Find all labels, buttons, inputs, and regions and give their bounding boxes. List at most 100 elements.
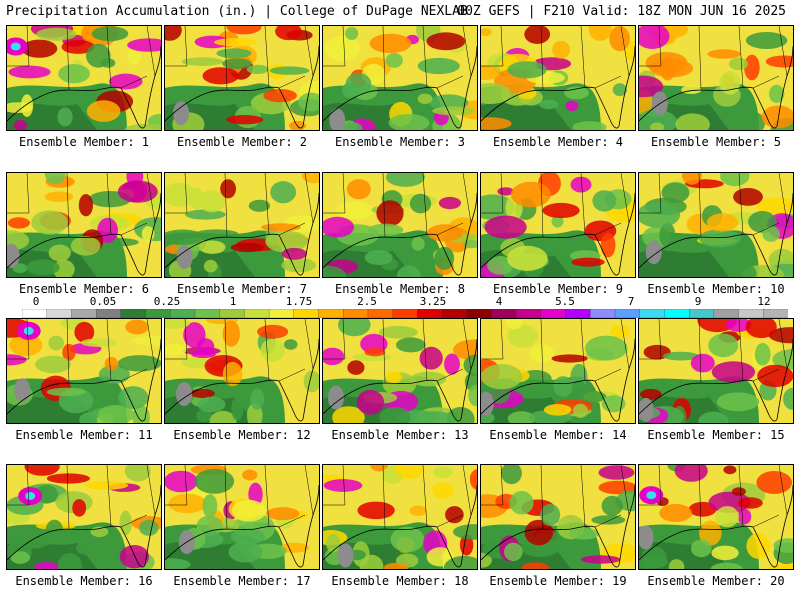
colorbar-tick-label: 0.05 <box>89 295 117 308</box>
colorbar-swatch <box>590 309 616 318</box>
ensemble-map-panel <box>164 172 320 278</box>
colorbar-swatch <box>293 309 320 318</box>
ensemble-member-label: Ensemble Member: 15 <box>647 428 785 442</box>
colorbar-swatch <box>170 309 196 318</box>
colorbar-swatch <box>95 309 122 318</box>
precip-map <box>165 465 319 569</box>
colorbar-swatch <box>713 309 740 318</box>
colorbar-swatch <box>639 309 666 318</box>
header-title: Precipitation Accumulation (in.) | Colle… <box>6 4 468 19</box>
precip-map <box>7 319 161 423</box>
ensemble-map-panel <box>638 318 794 424</box>
ensemble-member-label: Ensemble Member: 11 <box>15 428 153 442</box>
precip-map <box>639 319 793 423</box>
colorbar-swatch <box>318 309 344 318</box>
precip-map <box>165 173 319 277</box>
colorbar-tick-label: 0 <box>32 295 40 308</box>
precip-map <box>323 173 477 277</box>
ensemble-map-panel <box>480 464 636 570</box>
ensemble-member-label: Ensemble Member: 4 <box>492 135 624 149</box>
ensemble-map-panel <box>480 318 636 424</box>
colorbar-swatch <box>392 309 419 318</box>
ensemble-member-label: Ensemble Member: 9 <box>492 282 624 296</box>
colorbar-swatch <box>689 309 715 318</box>
ensemble-member-label: Ensemble Member: 1 <box>18 135 150 149</box>
ensemble-member-label: Ensemble Member: 16 <box>15 574 153 588</box>
colorbar-swatch <box>738 309 764 318</box>
colorbar-tick-label: 1.75 <box>285 295 313 308</box>
ensemble-map-panel <box>6 172 162 278</box>
ensemble-member-label: Ensemble Member: 12 <box>173 428 311 442</box>
colorbar-swatch <box>614 309 641 318</box>
ensemble-member-label: Ensemble Member: 2 <box>176 135 308 149</box>
precip-map <box>481 319 635 423</box>
ensemble-member-label: Ensemble Member: 7 <box>176 282 308 296</box>
colorbar-swatch <box>516 309 542 318</box>
colorbar-swatch <box>145 309 171 318</box>
precip-map <box>323 465 477 569</box>
ensemble-map-panel <box>480 25 636 131</box>
colorbar-swatch <box>244 309 270 318</box>
precip-map <box>7 26 161 130</box>
colorbar-swatch <box>46 309 73 318</box>
ensemble-map-panel <box>164 25 320 131</box>
ensemble-member-label: Ensemble Member: 19 <box>489 574 627 588</box>
colorbar-swatch <box>540 309 567 318</box>
ensemble-member-label: Ensemble Member: 10 <box>647 282 785 296</box>
colorbar-swatch <box>565 309 591 318</box>
ensemble-member-label: Ensemble Member: 17 <box>173 574 311 588</box>
colorbar-tick-label: 1 <box>229 295 237 308</box>
colorbar-swatch <box>194 309 221 318</box>
ensemble-map-panel <box>322 25 478 131</box>
ensemble-map-panel <box>164 318 320 424</box>
precip-map <box>481 26 635 130</box>
colorbar-swatch <box>441 309 468 318</box>
ensemble-member-label: Ensemble Member: 20 <box>647 574 785 588</box>
ensemble-map-panel <box>322 318 478 424</box>
colorbar-tick-label: 0.25 <box>153 295 181 308</box>
colorbar-swatch <box>22 309 48 318</box>
header-valid-time: 00Z GEFS | F210 Valid: 18Z MON JUN 16 20… <box>457 4 786 19</box>
colorbar-swatch <box>367 309 394 318</box>
ensemble-member-label: Ensemble Member: 13 <box>331 428 469 442</box>
colorbar-swatch <box>763 309 788 318</box>
precip-map <box>481 465 635 569</box>
ensemble-map-panel <box>638 25 794 131</box>
colorbar-swatch <box>71 309 97 318</box>
colorbar-tick-label: 9 <box>694 295 702 308</box>
ensemble-map-panel <box>6 25 162 131</box>
precip-map <box>639 173 793 277</box>
precip-map <box>165 26 319 130</box>
precip-map <box>639 26 793 130</box>
precip-map <box>165 319 319 423</box>
precip-colorbar <box>22 309 788 318</box>
colorbar-tick-label: 2.5 <box>357 295 377 308</box>
colorbar-swatch <box>120 309 147 318</box>
ensemble-map-panel <box>164 464 320 570</box>
ensemble-member-label: Ensemble Member: 14 <box>489 428 627 442</box>
ensemble-map-panel <box>322 172 478 278</box>
colorbar-swatch <box>343 309 369 318</box>
ensemble-member-label: Ensemble Member: 5 <box>650 135 782 149</box>
precip-map <box>481 173 635 277</box>
ensemble-map-panel <box>480 172 636 278</box>
ensemble-member-label: Ensemble Member: 3 <box>334 135 466 149</box>
ensemble-member-label: Ensemble Member: 6 <box>18 282 150 296</box>
precip-map <box>7 465 161 569</box>
precip-map <box>639 465 793 569</box>
ensemble-map-panel <box>638 172 794 278</box>
precip-map <box>323 319 477 423</box>
ensemble-member-label: Ensemble Member: 18 <box>331 574 469 588</box>
colorbar-swatch <box>268 309 295 318</box>
colorbar-tick-label: 3.25 <box>419 295 447 308</box>
ensemble-map-panel <box>6 318 162 424</box>
colorbar-tick-label: 5.5 <box>555 295 575 308</box>
precip-map <box>323 26 477 130</box>
colorbar-swatch <box>491 309 517 318</box>
colorbar-swatch <box>466 309 493 318</box>
precip-map <box>7 173 161 277</box>
ensemble-member-label: Ensemble Member: 8 <box>334 282 466 296</box>
colorbar-tick-label: 7 <box>627 295 635 308</box>
ensemble-map-panel <box>322 464 478 570</box>
colorbar-tick-label: 12 <box>757 295 771 308</box>
